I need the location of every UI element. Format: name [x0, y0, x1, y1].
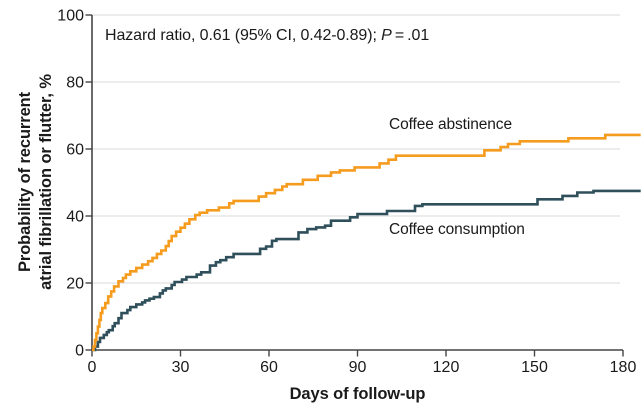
x-axis-title: Days of follow-up [289, 385, 426, 403]
series-label-coffee-consumption: Coffee consumption [389, 221, 525, 238]
axes-line [91, 15, 623, 351]
hazard-ratio-text: Hazard ratio, 0.61 (95% CI, 0.42-0.89); [105, 27, 382, 44]
y-tick-label-40: 40 [66, 209, 84, 226]
coffee-abstinence-curve [92, 133, 641, 352]
y-tick-label-20: 20 [66, 276, 84, 293]
y-tick-label-0: 0 [75, 343, 84, 360]
x-tick-label-180: 180 [610, 359, 637, 376]
y-axis-title-line2: atrial fibrillation or flutter, % [37, 74, 55, 290]
hazard-ratio-annotation: Hazard ratio, 0.61 (95% CI, 0.42-0.89); … [105, 27, 429, 45]
x-tick-label-60: 60 [260, 359, 278, 376]
y-axis-title: Probability of recurrent atrial fibrilla… [15, 2, 57, 362]
x-tick-label-90: 90 [349, 359, 367, 376]
series-label-coffee-abstinence: Coffee abstinence [389, 116, 512, 133]
x-tick-label-150: 150 [521, 359, 548, 376]
p-value-symbol: P [381, 27, 392, 44]
x-tick-label-120: 120 [433, 359, 460, 376]
p-value-text: = .01 [391, 27, 430, 44]
y-tick-label-60: 60 [66, 142, 84, 159]
y-axis-title-line1: Probability of recurrent [16, 91, 34, 273]
y-tick-label-100: 100 [57, 8, 84, 25]
y-tick-label-80: 80 [66, 75, 84, 92]
x-tick-label-30: 30 [172, 359, 190, 376]
x-tick-label-0: 0 [88, 359, 97, 376]
coffee-consumption-curve [92, 189, 641, 352]
